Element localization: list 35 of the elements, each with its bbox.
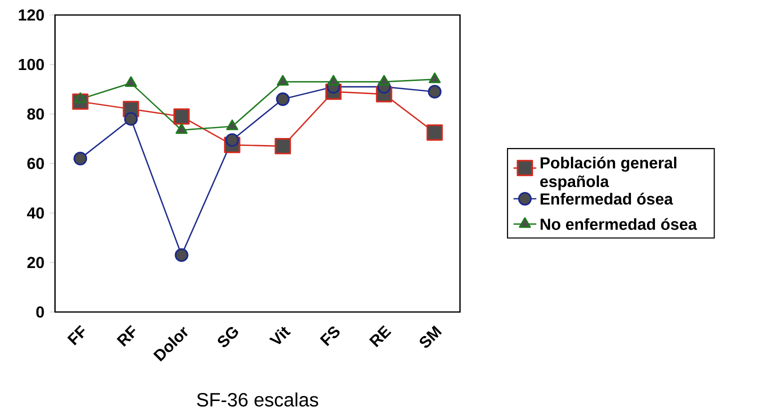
legend-label: Población general española <box>540 156 676 190</box>
point <box>225 133 239 147</box>
x-tick-label: RF <box>116 325 136 347</box>
y-tick-label: 40 <box>27 207 44 219</box>
point <box>173 108 190 125</box>
x-axis-title: SF-36 escalas <box>197 392 318 407</box>
point <box>74 152 88 166</box>
x-tick-label: FF <box>67 324 85 346</box>
x-tick-label: RE <box>369 325 392 348</box>
point <box>226 120 238 130</box>
point <box>176 123 188 134</box>
y-tick-label: 80 <box>27 108 44 120</box>
x-tick-label: Vit <box>269 326 291 344</box>
point <box>428 72 441 84</box>
point <box>274 138 291 154</box>
point <box>327 75 340 86</box>
x-tick-label: SG <box>218 327 238 348</box>
x-tick-label: SM <box>420 325 442 348</box>
y-tick-label: 0 <box>36 306 44 318</box>
legend-label: Enfermedad ósea <box>540 192 674 205</box>
point <box>276 92 290 106</box>
y-tick-label: 60 <box>27 158 44 170</box>
y-tick-label: 20 <box>27 256 44 268</box>
point <box>124 76 137 87</box>
legend-label: No enfermedad ósea <box>540 218 698 230</box>
y-tick-label: 120 <box>18 9 44 21</box>
point <box>428 84 442 99</box>
point <box>124 112 138 126</box>
y-tick-label: 100 <box>18 58 44 70</box>
point <box>378 75 390 86</box>
point <box>74 92 86 103</box>
point <box>426 124 443 141</box>
point <box>276 75 289 86</box>
x-tick-label: FS <box>320 326 340 346</box>
point <box>174 248 188 262</box>
